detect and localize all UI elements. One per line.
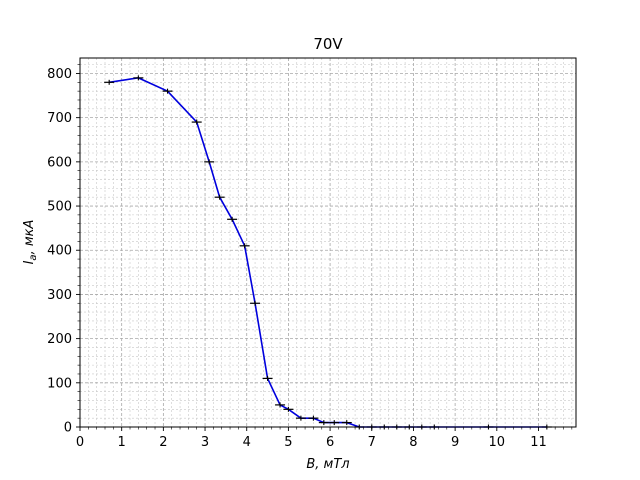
y-tick-label: 200 [47, 332, 72, 347]
data-point [295, 415, 306, 421]
y-axis-label-unit: , мкА [22, 220, 37, 255]
axis-ticks: 0 1 2 3 4 5 6 7 8 9 10 11 0 100 200 300 400 500 600 700 800 [47, 64, 573, 450]
y-axis-label-subscript: a [28, 254, 39, 260]
data-point [318, 420, 329, 426]
x-tick-label: 0 [76, 435, 84, 450]
x-tick-label: 3 [201, 435, 209, 450]
x-axis-label: B, мТл [306, 457, 349, 472]
data-point [262, 375, 273, 381]
data-point [227, 216, 238, 222]
x-tick-label: 7 [368, 435, 376, 450]
data-point [329, 420, 340, 426]
x-tick-label: 4 [243, 435, 251, 450]
x-tick-label: 1 [118, 435, 126, 450]
y-tick-label: 700 [47, 111, 72, 126]
data-point [250, 300, 261, 306]
data-point [162, 88, 173, 94]
data-point [239, 243, 250, 249]
chart-title: 70V [313, 35, 343, 53]
y-tick-label: 600 [47, 155, 72, 170]
x-tick-label: 6 [326, 435, 334, 450]
data-point [104, 79, 115, 85]
data-point [191, 119, 202, 125]
data-point [283, 406, 294, 412]
data-point [275, 402, 286, 408]
x-tick-label: 10 [489, 435, 506, 450]
data-point [308, 415, 319, 421]
y-tick-label: 800 [47, 67, 72, 82]
y-axis-label: Ia, мкА [22, 220, 39, 265]
data-point [214, 194, 225, 200]
y-tick-label: 100 [47, 376, 72, 391]
plot-frame [79, 57, 577, 428]
x-tick-label: 2 [159, 435, 167, 450]
data-point [204, 159, 215, 165]
x-tick-label: 8 [409, 435, 417, 450]
x-tick-label: 11 [530, 435, 547, 450]
y-tick-label: 0 [64, 421, 72, 436]
x-tick-label: 5 [284, 435, 292, 450]
data-point [341, 420, 352, 426]
major-gridlines [79, 58, 576, 428]
minor-gridlines [80, 58, 576, 427]
x-tick-label: 9 [451, 435, 459, 450]
y-tick-label: 300 [47, 288, 72, 303]
y-tick-label: 400 [47, 244, 72, 259]
y-axis-label-symbol: I [22, 260, 37, 264]
y-tick-label: 500 [47, 200, 72, 215]
data-point [133, 75, 144, 81]
